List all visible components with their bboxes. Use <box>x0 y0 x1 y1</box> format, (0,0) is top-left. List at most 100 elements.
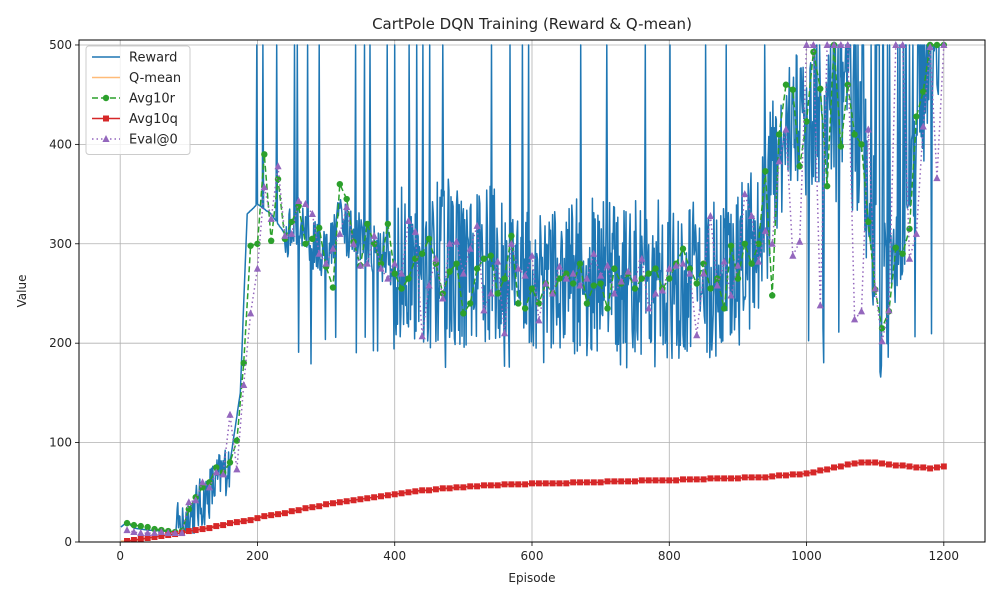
point-avg10r <box>487 252 495 259</box>
series-line-reward <box>120 44 945 534</box>
point-eval-0 <box>892 40 900 48</box>
point-eval-0 <box>315 249 323 257</box>
point-avg10r <box>865 218 872 226</box>
point-avg10q <box>185 528 192 535</box>
point-eval-0 <box>576 281 584 289</box>
point-avg10q <box>261 513 268 520</box>
point-avg10q <box>721 475 728 482</box>
point-avg10q <box>817 467 824 474</box>
point-avg10q <box>728 475 735 482</box>
point-avg10q <box>254 515 261 522</box>
point-avg10r <box>213 464 220 471</box>
point-eval-0 <box>528 251 536 259</box>
point-avg10r <box>467 300 474 307</box>
point-avg10q <box>323 501 330 508</box>
point-avg10r <box>686 265 694 272</box>
point-eval-0 <box>830 40 838 48</box>
point-eval-0 <box>878 337 886 345</box>
point-avg10r <box>405 275 412 282</box>
point-eval-0 <box>123 526 131 534</box>
point-eval-0 <box>535 316 543 324</box>
legend-label-avg10q: Avg10q <box>129 112 178 127</box>
point-avg10q <box>590 479 597 486</box>
point-avg10q <box>343 498 350 505</box>
series-line-avg10r <box>126 44 944 533</box>
point-avg10r <box>631 285 639 292</box>
point-avg10r <box>144 523 151 531</box>
point-avg10r <box>473 265 481 272</box>
x-tick-label: 600 <box>521 549 544 563</box>
point-avg10q <box>803 470 810 477</box>
point-eval-0 <box>171 529 179 537</box>
point-avg10q <box>570 479 577 486</box>
point-eval-0 <box>185 498 193 506</box>
point-avg10q <box>130 537 137 542</box>
y-tick-label: 100 <box>49 436 72 450</box>
point-eval-0 <box>720 257 728 265</box>
point-eval-0 <box>205 483 214 491</box>
point-eval-0 <box>802 40 811 48</box>
point-avg10r <box>377 260 385 267</box>
point-eval-0 <box>452 237 461 245</box>
point-eval-0 <box>713 281 721 289</box>
point-eval-0 <box>288 229 296 237</box>
point-eval-0 <box>864 125 872 133</box>
point-avg10q <box>391 491 398 498</box>
point-avg10q <box>247 517 254 524</box>
point-avg10r <box>707 285 714 292</box>
point-eval-0 <box>507 239 516 247</box>
point-avg10q <box>933 464 940 471</box>
point-avg10r <box>460 310 467 317</box>
point-avg10q <box>851 460 858 467</box>
point-avg10q <box>940 463 947 470</box>
point-avg10q <box>515 481 522 488</box>
point-avg10q <box>494 482 501 489</box>
point-avg10r <box>261 151 268 158</box>
point-eval-0 <box>219 470 227 478</box>
point-eval-0 <box>610 289 618 297</box>
point-eval-0 <box>480 306 488 314</box>
point-avg10r <box>645 270 652 277</box>
point-eval-0 <box>603 261 612 269</box>
point-avg10q <box>680 476 686 483</box>
point-avg10q <box>501 481 508 488</box>
point-avg10r <box>494 290 501 297</box>
point-avg10q <box>275 511 282 518</box>
point-eval-0 <box>404 216 413 224</box>
point-avg10q <box>714 475 721 482</box>
point-avg10r <box>597 280 604 287</box>
point-avg10r <box>233 437 241 444</box>
point-eval-0 <box>349 239 358 247</box>
point-avg10r <box>528 285 536 292</box>
point-eval-0 <box>706 211 715 219</box>
point-eval-0 <box>157 528 165 536</box>
point-eval-0 <box>548 289 557 297</box>
point-avg10q <box>755 474 762 481</box>
point-avg10r <box>569 280 577 287</box>
point-eval-0 <box>425 281 433 289</box>
point-avg10q <box>522 481 529 488</box>
point-avg10q <box>281 510 288 517</box>
point-avg10q <box>137 536 144 542</box>
point-avg10q <box>741 474 748 481</box>
point-avg10r <box>782 81 790 88</box>
point-avg10r <box>755 240 762 247</box>
point-avg10q <box>151 534 158 541</box>
point-avg10q <box>288 508 295 515</box>
point-eval-0 <box>631 274 639 282</box>
point-eval-0 <box>432 254 440 262</box>
point-avg10q <box>686 476 693 483</box>
point-avg10r <box>906 225 913 233</box>
point-eval-0 <box>466 244 474 252</box>
point-avg10r <box>769 292 776 299</box>
point-eval-0 <box>521 271 529 279</box>
point-avg10r <box>453 260 460 267</box>
point-avg10q <box>124 538 131 542</box>
point-avg10q <box>453 484 460 491</box>
point-eval-0 <box>850 315 859 323</box>
point-avg10r <box>666 275 673 282</box>
point-avg10q <box>810 469 817 476</box>
point-eval-0 <box>651 289 660 297</box>
point-eval-0 <box>542 279 550 287</box>
point-avg10r <box>720 305 728 312</box>
